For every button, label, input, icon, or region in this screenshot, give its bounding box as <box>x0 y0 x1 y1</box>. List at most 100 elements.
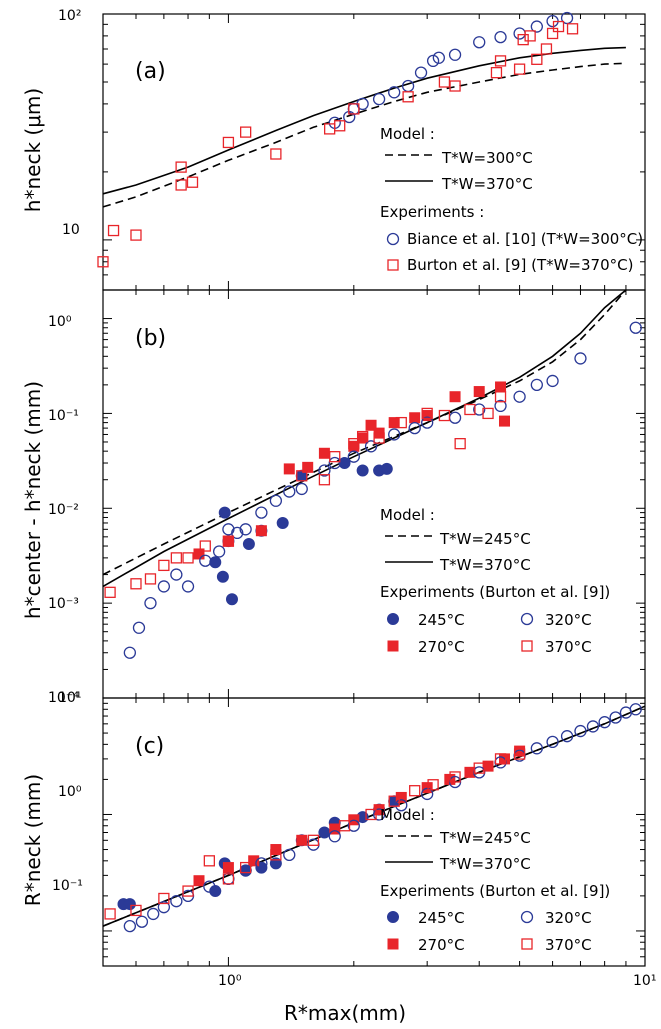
panel-c-legend-245-label: 245°C <box>418 909 465 927</box>
panel-1-series-2-point <box>216 570 229 583</box>
panel-0-series-2-point <box>401 79 415 93</box>
panel-c-legend-filled-circle <box>387 911 399 923</box>
panel-1-series-4-point <box>295 482 308 496</box>
panel-b-ytick-0.01: 10⁻² <box>48 502 79 518</box>
panel-1-series-4-point <box>255 506 268 519</box>
panel-1-series-3-point <box>283 463 295 475</box>
panel-0-series-3-point <box>348 103 360 115</box>
panel-2-series-4-point <box>421 787 434 801</box>
panel-b-legend-filled-circle <box>387 613 399 625</box>
panel-2-series-3-point <box>193 875 205 887</box>
panel-1-series-5-point <box>170 552 183 564</box>
panel-2-series-5-point <box>104 908 116 920</box>
panel-c-legend-320-label: 320°C <box>545 909 592 927</box>
panel-2-series-2-point <box>123 898 136 911</box>
panel-c-legend-dashed-label: T*W=245°C <box>439 829 531 847</box>
panel-2-series-4-point <box>255 857 268 870</box>
panel-2-series-5-point <box>473 762 485 774</box>
xtick-1: 10⁰ <box>218 973 242 989</box>
panel-0-series-3-point <box>270 148 282 160</box>
panel-c-legend-exp-header: Experiments (Burton et al. [9]) <box>380 882 610 900</box>
panel-2-series-5-point <box>494 753 507 765</box>
panel-2-series-5-point <box>182 885 194 897</box>
panel-0-series-3-point <box>449 80 461 92</box>
panel-1-series-4-point <box>283 485 296 498</box>
panel-1-series-4-point <box>513 390 526 403</box>
panel-0-series-3-point <box>402 91 414 103</box>
panel-2-series-4-point <box>530 742 543 755</box>
panel-1-series-4-point <box>328 456 341 470</box>
panel-b-legend-245-label: 245°C <box>418 611 465 629</box>
panel-2-series-4-point <box>135 915 149 928</box>
panel-2-series-4-point <box>147 907 160 921</box>
panel-2-series-4-point <box>203 880 216 893</box>
panel-1-series-5-point <box>199 540 211 552</box>
panel-a-legend-dashed-label: T*W=300°C <box>441 149 533 167</box>
panel-0-series-3-point <box>513 63 526 75</box>
panel-0-series-3-point <box>531 53 543 65</box>
panel-2-series-5-point <box>307 834 320 846</box>
panel-b-ylabel: h*center - h*neck (mm) <box>21 381 45 619</box>
panel-1-series-3-point <box>449 391 461 403</box>
panel-a-legend-model-header: Model : <box>380 125 435 143</box>
panel-1-series-4-point <box>574 352 587 365</box>
panel-0-series-3-point <box>222 136 235 149</box>
panel-1-series-2-point <box>356 464 369 477</box>
panel-1-series-5-point <box>395 416 407 429</box>
panel-c-ylabel: R*neck (mm) <box>21 774 45 906</box>
panel-2-series-5-point <box>427 779 439 791</box>
panel-b-legend-exp-header: Experiments (Burton et al. [9]) <box>380 583 610 601</box>
panel-1-series-4-point <box>212 545 226 558</box>
panel-c-legend-filled-square <box>387 938 399 950</box>
panel-2-series-5-point <box>158 892 170 905</box>
panel-1-series-5-point <box>421 407 433 420</box>
panel-1-series-4-point <box>546 374 559 388</box>
panel-2-series-5-point <box>365 808 377 821</box>
panel-1-series-3-point <box>302 461 314 473</box>
panel-0-series-2-point <box>432 51 445 64</box>
panel-1-series-3-point <box>388 417 400 429</box>
panel-a-legend-biance-label: Biance et al. [10] (T*W=300°C) <box>407 230 643 248</box>
panel-b-ytick-0.001: 10⁻³ <box>48 596 79 612</box>
panel-2-series-5-point <box>270 849 282 861</box>
panel-c-legend-model-header: Model : <box>380 806 435 824</box>
panel-1-frame <box>102 289 646 699</box>
panel-1-series-0-line <box>102 289 627 576</box>
panel-1-series-4-point <box>199 554 212 567</box>
panel-c-legend-open-circle <box>520 910 534 924</box>
panel-2-series-5-point <box>449 771 461 783</box>
panel-0-series-2-point <box>414 66 428 79</box>
panel-2-series-4-point <box>586 720 600 733</box>
panel-0-series-2-point <box>388 86 401 99</box>
panel-1-series-4-point <box>364 440 378 453</box>
xtick-10: 10¹ <box>633 973 656 989</box>
panel-1-series-5-point <box>104 586 116 598</box>
panel-0-series-2-point <box>426 54 440 68</box>
panel-2-series-4-point <box>283 848 296 862</box>
panel-2-series-3-point <box>395 791 407 803</box>
panel-2-series-2-point <box>318 826 331 839</box>
panel-2-series-4-point <box>157 901 171 914</box>
panel-0-series-3-point <box>438 76 451 88</box>
panel-1-series-5-point <box>158 559 170 572</box>
panel-1-series-4-point <box>132 621 146 634</box>
panel-0-series-1-line <box>102 46 626 195</box>
panel-1-series-4-point <box>144 596 157 610</box>
panel-2-series-3-point <box>421 782 433 794</box>
panel-2-series-5-point <box>388 795 400 807</box>
panel-b-legend-370-label: 370°C <box>545 638 592 656</box>
panel-2-series-4-point <box>372 808 386 821</box>
panel-0-series-3-point <box>130 229 142 241</box>
panel-0-series-3-point <box>107 224 120 237</box>
panel-1-series-5-point <box>438 409 451 422</box>
panel-2-series-3-point <box>222 862 234 874</box>
panel-2-series-4-point <box>328 830 341 843</box>
panel-1-series-5-point <box>494 391 507 403</box>
panel-2-series-4-point <box>574 724 587 738</box>
panel-0-series-3-point <box>240 126 252 138</box>
panel-1-series-2-point <box>225 593 238 606</box>
panel-2-series-5-point <box>240 861 252 874</box>
panel-1-series-3-point <box>222 535 234 547</box>
panel-2-series-5-point <box>513 748 526 760</box>
